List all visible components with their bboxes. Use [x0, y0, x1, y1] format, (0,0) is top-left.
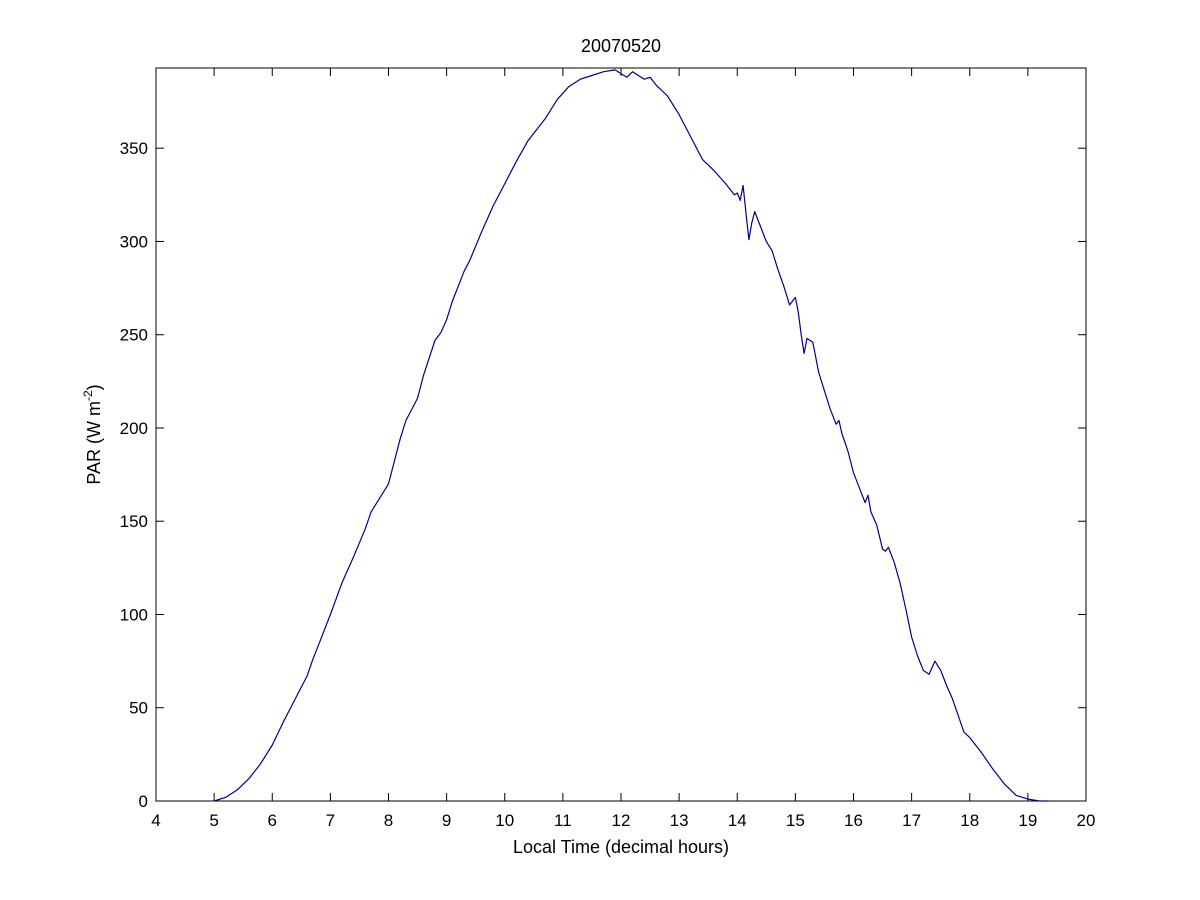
x-tick-label: 10 — [495, 811, 514, 830]
x-tick-label: 19 — [1018, 811, 1037, 830]
x-tick-label: 18 — [960, 811, 979, 830]
x-tick-label: 16 — [844, 811, 863, 830]
x-tick-label: 12 — [612, 811, 631, 830]
y-tick-label: 250 — [120, 326, 148, 345]
x-tick-label: 9 — [442, 811, 451, 830]
y-tick-label: 350 — [120, 139, 148, 158]
y-tick-label: 300 — [120, 232, 148, 251]
chart-title: 20070520 — [581, 36, 661, 56]
x-tick-label: 14 — [728, 811, 747, 830]
y-axis-label-superscript: -2 — [81, 390, 95, 401]
y-tick-label: 150 — [120, 512, 148, 531]
y-tick-label: 200 — [120, 419, 148, 438]
x-tick-label: 11 — [554, 811, 572, 830]
x-tick-label: 17 — [902, 811, 921, 830]
x-tick-label: 6 — [268, 811, 277, 830]
x-tick-label: 15 — [786, 811, 805, 830]
x-tick-label: 8 — [384, 811, 393, 830]
x-axis-label: Local Time (decimal hours) — [513, 837, 729, 857]
plot-area — [155, 67, 1087, 802]
y-tick-label: 0 — [139, 792, 148, 811]
y-tick-label: 50 — [129, 699, 148, 718]
x-tick-label: 4 — [151, 811, 160, 830]
ticks-layer: 4 5 6 7 8 9 10 11 12 13 14 15 16 17 18 19 20050100150200… — [120, 68, 1096, 830]
par-series-line — [213, 69, 1049, 802]
x-tick-label: 13 — [670, 811, 689, 830]
y-axis-label-main: PAR (W m — [84, 401, 104, 485]
x-tick-label: 20 — [1077, 811, 1096, 830]
y-axis-label-close: ) — [84, 384, 104, 390]
series-layer — [213, 69, 1049, 802]
y-axis-label: PAR (W m-2) — [81, 384, 104, 484]
x-tick-label: 7 — [326, 811, 335, 830]
y-tick-label: 100 — [120, 605, 148, 624]
x-tick-label: 5 — [209, 811, 218, 830]
